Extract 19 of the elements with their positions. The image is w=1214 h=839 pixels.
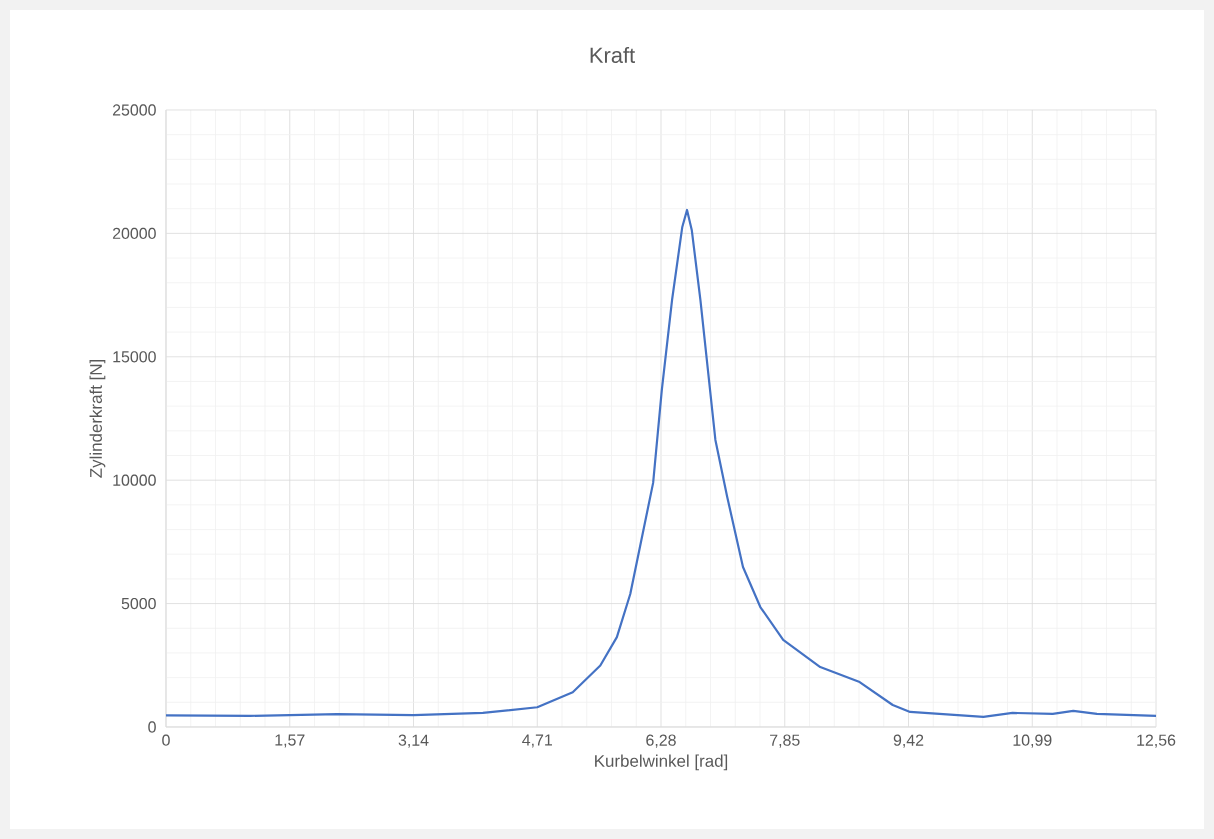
x-tick-label: 1,57: [275, 734, 305, 748]
x-tick-label: 9,42: [893, 734, 924, 748]
y-axis-title: Zylinderkraft [N]: [89, 359, 106, 478]
y-tick-label: 5000: [121, 597, 156, 610]
y-tick-label: 25000: [112, 104, 156, 116]
x-tick-label: 0: [162, 734, 170, 746]
y-tick-label: 0: [148, 721, 156, 733]
x-tick-label: 3,14: [398, 734, 429, 748]
y-tick-label: 15000: [113, 351, 156, 363]
x-axis-title: Kurbelwinkel [rad]: [595, 754, 728, 771]
chart-title: Kraft: [590, 46, 635, 64]
x-tick-label: 6,28: [646, 734, 676, 748]
y-tick-label: 10000: [113, 474, 156, 486]
y-tick-label: 20000: [112, 227, 156, 240]
x-tick-label: 10,99: [1013, 734, 1052, 748]
x-tick-label: 12,56: [1137, 734, 1176, 748]
x-tick-label: 7,85: [770, 734, 800, 748]
line-series: [164, 208, 1158, 718]
x-tick-label: 4,71: [522, 734, 552, 748]
